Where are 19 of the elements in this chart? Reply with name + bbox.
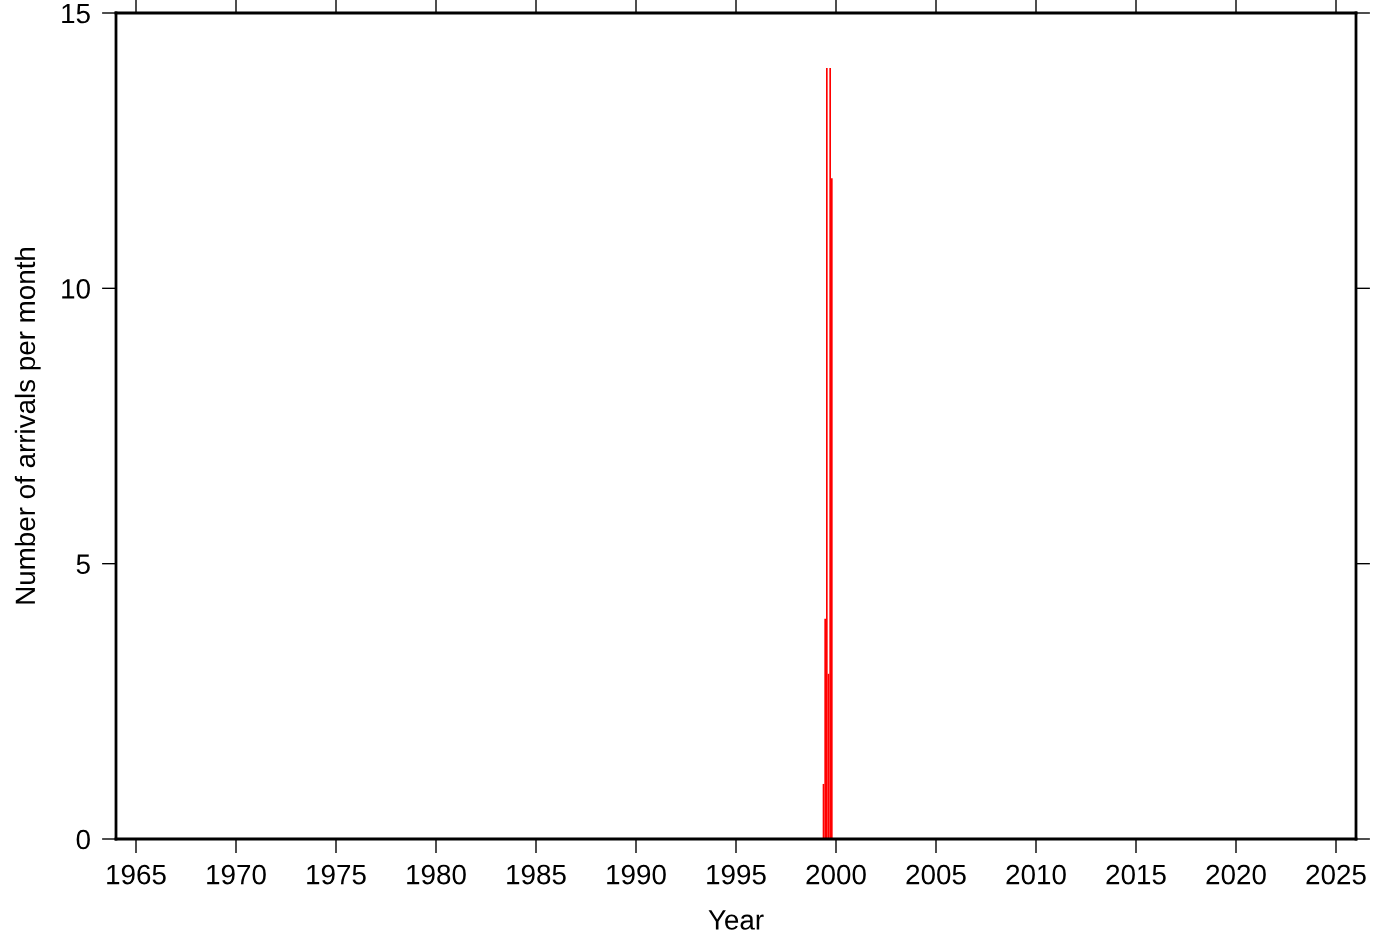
y-tick-label: 0 [76, 829, 90, 850]
x-tick-label: 1990 [607, 864, 666, 885]
x-tick-label: 1980 [407, 864, 466, 885]
x-tick-label: 2020 [1206, 864, 1266, 885]
x-tick-label: 2000 [806, 864, 866, 885]
y-tick-label: 15 [62, 3, 90, 24]
x-tick-label: 1985 [507, 864, 566, 885]
y-tick-label: 5 [76, 554, 90, 575]
x-tick-label: 1970 [207, 864, 266, 885]
x-tick-label: 1975 [307, 864, 366, 885]
x-tick-label: 2010 [1006, 864, 1066, 885]
x-tick-label: 2005 [906, 864, 966, 885]
x-tick-label: 2025 [1306, 864, 1366, 885]
x-axis-title: Year [708, 910, 764, 930]
x-tick-label: 2015 [1106, 864, 1166, 885]
y-axis-title: Number of arrivals per month [14, 247, 41, 604]
x-tick-label: 1965 [107, 864, 166, 885]
y-tick-label: 10 [62, 279, 90, 299]
x-tick-label: 1995 [707, 864, 766, 885]
